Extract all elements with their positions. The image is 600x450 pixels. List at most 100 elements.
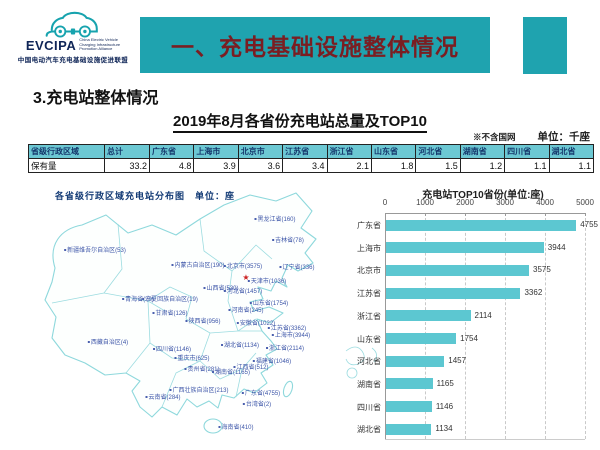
- map-province-label: 广东省(4755): [242, 391, 280, 397]
- map-province-label: 河南省(245): [228, 308, 263, 314]
- table-header-cell: 广东省: [148, 144, 195, 159]
- brand-subtitle-cn: 中国电动汽车充电基础设施促进联盟: [17, 56, 129, 64]
- evcipa-logo: EVCIPA China Electric Vehicle Charging I…: [14, 6, 132, 78]
- map-province-label: 河北省(1457): [224, 289, 262, 295]
- table-header-cell: 省级行政区域: [28, 144, 105, 159]
- brand-text: EVCIPA: [25, 37, 77, 53]
- bar-category-label: 广东省: [357, 221, 381, 230]
- table-value-cell: 3.4: [282, 158, 328, 173]
- exclusion-note: ※不含国网: [472, 132, 516, 142]
- bar-value-label: 1754: [460, 333, 478, 343]
- grid-line: [585, 213, 586, 439]
- bar-value-label: 3944: [547, 242, 566, 252]
- map-province-label: 北京市(3575): [224, 264, 262, 270]
- unit-note: 单位：千座: [537, 131, 591, 143]
- map-title: 各省级行政区域充电站分布图 单位：座: [55, 191, 236, 201]
- table-value-row: 保有量 33.2 4.8 3.9 3.6 3.4 2.1 1.8 1.5 1.2 1.1 1.1: [28, 158, 595, 173]
- map-province-label: 重庆市(625): [174, 356, 209, 362]
- table-value-cell: 33.2: [104, 158, 150, 173]
- grid-line: [425, 213, 426, 439]
- map-province-label: 上海市(3944): [272, 333, 310, 339]
- table-header-cell: 四川省: [504, 144, 550, 159]
- bar: [386, 310, 471, 322]
- section-heading: 3.充电站整体情况: [33, 90, 159, 107]
- china-distribution-map: 各省级行政区域充电站分布图 单位：座: [0, 183, 386, 449]
- grid-line: [505, 213, 506, 439]
- top10-bar-chart: 充电站TOP10省份(单位:座) 0 1000 2000 3000 4000 5000 广东…: [338, 186, 600, 448]
- map-province-label: 海南省(410): [218, 425, 253, 431]
- bar-value-label: 1165: [436, 378, 454, 388]
- table-header-cell: 浙江省: [326, 144, 372, 159]
- table-header-cell: 上海市: [193, 144, 239, 159]
- china-outline: [44, 192, 377, 434]
- table-value-cell: 1.1: [504, 158, 550, 173]
- table-value-cell: 3.9: [193, 158, 239, 173]
- bar-category-label: 河北省: [357, 357, 381, 367]
- bar-value-label: 1134: [435, 424, 453, 434]
- table-value-cell: 1.1: [548, 158, 595, 173]
- map-province-label: 西藏自治区(4): [88, 340, 128, 346]
- bottom-axis-line: [385, 439, 585, 440]
- bar-value-label: 2114: [474, 310, 492, 320]
- map-province-label: 青海省(29): [122, 297, 154, 303]
- map-province-label: 黑龙江省(160): [254, 217, 295, 223]
- bar-category-label: 江苏省: [357, 289, 381, 299]
- bar-category-label: 浙江省: [357, 311, 381, 321]
- table-header-cell: 河北省: [415, 144, 461, 159]
- map-province-label: 天津市(1036): [248, 279, 286, 285]
- map-province-label: 宁夏回族自治区(19): [142, 297, 198, 303]
- table-header-cell: 湖北省: [548, 144, 595, 159]
- title-banner: 一、充电基础设施整体情况: [140, 17, 490, 73]
- map-province-label: 浙江省(2114): [266, 346, 304, 352]
- bar-category-label: 北京市: [357, 266, 381, 276]
- table-header-cell: 总计: [104, 144, 150, 159]
- table-value-cell: 2.1: [326, 158, 372, 173]
- map-province-label: 甘肃省(126): [152, 311, 187, 317]
- x-tick-label: 5000: [576, 198, 594, 207]
- table-value-cell: 1.8: [370, 158, 417, 173]
- bar: [386, 401, 432, 413]
- map-province-label: 湖北省(1134): [221, 343, 259, 349]
- map-province-label: 台湾省(2): [243, 402, 271, 408]
- map-province-label: 内蒙古自治区(190): [171, 263, 224, 269]
- x-tick-label: 1000: [416, 198, 434, 207]
- map-province-label: 江西省(512): [233, 365, 268, 371]
- table-value-cell: 4.8: [148, 158, 195, 173]
- bar-category-label: 上海市: [357, 243, 381, 253]
- x-axis-tick: [505, 213, 506, 216]
- x-axis-tick: [425, 213, 426, 216]
- bar: [386, 219, 577, 231]
- x-axis-line: [385, 213, 585, 214]
- map-province-label: 江苏省(3362): [268, 326, 306, 332]
- banner-title: 一、充电基础设施整体情况: [171, 34, 459, 60]
- grid-line: [545, 213, 546, 439]
- bar-category-label: 山东省: [357, 334, 381, 344]
- grid-line: [465, 213, 466, 439]
- bar-category-label: 湖北省: [357, 425, 381, 435]
- x-tick-label: 3000: [496, 198, 514, 207]
- bar: [386, 423, 432, 435]
- bar-value-label: 4755: [580, 220, 598, 229]
- map-province-label: 云南省(284): [145, 395, 180, 401]
- table-value-cell: 3.6: [237, 158, 284, 173]
- table-value-cell: 1.5: [415, 158, 461, 173]
- map-province-label: 广西壮族自治区(213): [169, 388, 228, 394]
- bar: [386, 333, 457, 344]
- map-province-label: 安徽省(1022): [237, 321, 275, 327]
- corner-accent-block: [523, 17, 567, 74]
- map-province-label: 山西省(530): [203, 286, 238, 292]
- table-header-cell: 北京市: [237, 144, 284, 159]
- table-header-cell: 江苏省: [282, 144, 328, 159]
- bar-value-label: 3575: [533, 265, 551, 275]
- x-tick-label: 0: [382, 198, 388, 207]
- x-axis-tick: [585, 213, 586, 216]
- map-province-label: 吉林省(78): [272, 238, 304, 244]
- province-summary-table: 省级行政区域 总计 广东省 上海市 北京市 江苏省 浙江省 山东省 河北省 湖南省 四川省 湖北省 保…: [28, 144, 595, 173]
- x-axis-tick: [545, 213, 546, 216]
- bar: [386, 355, 445, 367]
- map-province-label: 福建省(1046): [253, 359, 291, 365]
- map-province-label: 新疆维吾尔自治区(53): [64, 248, 126, 254]
- y-axis-line: [385, 213, 386, 439]
- map-province-label: 陕西省(956): [185, 319, 220, 325]
